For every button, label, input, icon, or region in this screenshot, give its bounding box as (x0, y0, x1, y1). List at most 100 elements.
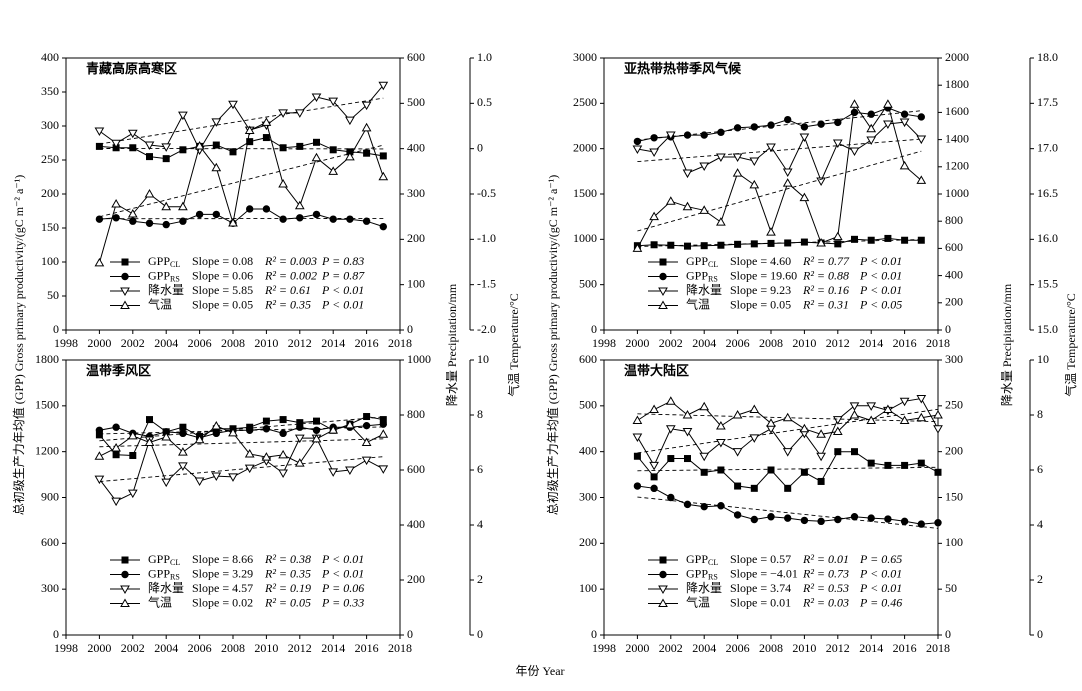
x-tick-label: 1998 (54, 641, 78, 655)
y3-tick-label: 8 (1037, 407, 1043, 421)
marker (899, 118, 910, 128)
x-tick-label: 2006 (188, 641, 212, 655)
marker (127, 489, 138, 499)
marker (649, 148, 659, 157)
legend-label: 气温 (148, 296, 172, 311)
legend-label: GPPRS (148, 566, 180, 581)
marker (849, 402, 860, 411)
marker (917, 459, 925, 467)
marker (311, 93, 322, 102)
marker (345, 151, 355, 161)
legend-name: 降水量 (686, 581, 722, 595)
legend-r2: R² = 0.61 (264, 283, 311, 297)
marker (934, 519, 942, 527)
legend-name: 气温 (686, 296, 710, 311)
legend-slope: Slope = 5.85 (192, 283, 253, 297)
marker (162, 220, 170, 229)
y3-tick-label: 0 (1037, 627, 1043, 641)
marker (296, 142, 304, 150)
y-axis-label: 总初级生产力年均值 (GPP) Gross primary productivi… (11, 175, 26, 516)
marker (244, 464, 255, 474)
legend-label: 气温 (686, 296, 710, 311)
marker (699, 401, 710, 411)
panel-title: 温带季风区 (86, 363, 151, 378)
marker (682, 409, 693, 419)
marker (121, 570, 129, 579)
marker (750, 123, 758, 131)
marker (211, 162, 222, 172)
marker (834, 240, 842, 248)
marker (658, 287, 668, 297)
marker (162, 155, 170, 163)
y2-tick-label: 400 (407, 517, 425, 531)
legend-name: 气温 (148, 594, 172, 609)
legend-r2: R² = 0.88 (802, 268, 849, 282)
marker (851, 448, 858, 456)
y3-tick-label: 17.5 (1037, 95, 1058, 109)
marker (884, 234, 892, 242)
marker (816, 177, 826, 186)
x-tick-label: 2010 (254, 641, 278, 655)
marker (732, 448, 743, 457)
marker (161, 143, 172, 152)
marker (917, 236, 925, 244)
legend-p: P < 0.01 (859, 581, 902, 595)
marker (94, 451, 105, 460)
marker (362, 421, 371, 430)
marker (650, 134, 658, 142)
marker (867, 236, 875, 244)
marker (767, 466, 775, 474)
y-tick-label: 1000 (573, 231, 597, 245)
marker (883, 404, 893, 413)
marker (262, 417, 270, 425)
y3-tick-label: 0 (477, 140, 483, 154)
marker (261, 117, 272, 126)
trend-line (637, 466, 939, 472)
marker (228, 427, 238, 437)
marker (766, 227, 776, 236)
y-tick-label: 400 (579, 443, 597, 457)
x-tick-label: 2008 (221, 336, 245, 350)
marker (363, 149, 371, 157)
legend-p: P < 0.01 (859, 566, 902, 580)
y-tick-label: 500 (579, 398, 597, 412)
marker (121, 258, 129, 266)
marker (884, 461, 892, 469)
marker (933, 409, 943, 419)
legend-p: P < 0.01 (321, 552, 364, 566)
legend-name: 降水量 (148, 581, 184, 595)
marker (229, 148, 237, 156)
marker (659, 556, 667, 564)
marker (899, 397, 910, 407)
marker (682, 428, 693, 437)
marker (194, 140, 205, 150)
y3-tick-label: 0 (477, 627, 483, 641)
marker (716, 153, 726, 163)
y2-tick-label: 2000 (945, 50, 969, 64)
legend-subscript: RS (708, 274, 718, 283)
marker (716, 217, 726, 226)
y-tick-label: 300 (41, 118, 59, 132)
legend-label: GPPRS (686, 566, 718, 581)
legend-r2: R² = 0.01 (802, 552, 849, 566)
x-tick-label: 2014 (321, 641, 345, 655)
y3-tick-label: -1.0 (477, 231, 496, 245)
marker (211, 420, 222, 430)
marker (329, 215, 337, 223)
x-tick-label: 2016 (893, 641, 917, 655)
x-tick-label: 2004 (692, 641, 716, 655)
marker (816, 452, 826, 462)
marker (378, 171, 389, 181)
marker (161, 201, 172, 211)
legend-p: P < 0.01 (859, 268, 902, 282)
marker (850, 108, 859, 117)
marker (95, 215, 104, 223)
marker (867, 110, 875, 118)
legend-label: 降水量 (686, 581, 722, 595)
marker (278, 179, 288, 188)
marker (112, 423, 120, 431)
y-axis-label: 总初级生产力年均值 (GPP) Gross primary productivi… (545, 175, 560, 516)
x-tick-label: 2012 (288, 641, 312, 655)
marker (667, 455, 675, 463)
marker (296, 423, 304, 431)
